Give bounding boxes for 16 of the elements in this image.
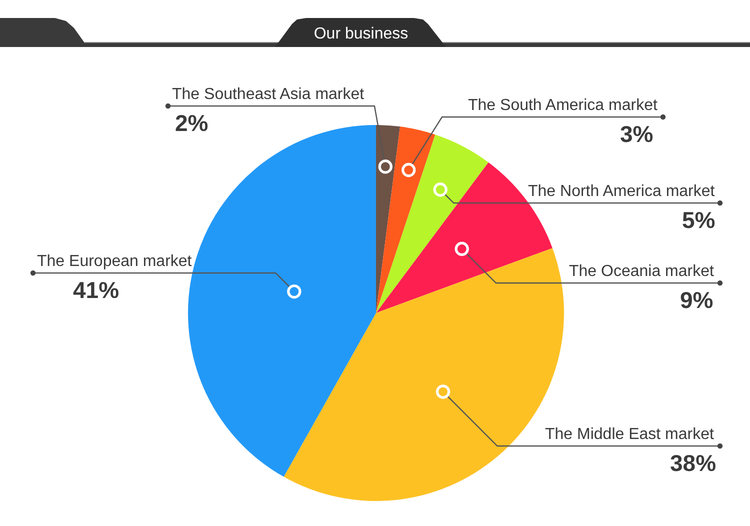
pie-slice: [376, 125, 400, 313]
data-label: 41%: [73, 277, 120, 303]
data-label: 5%: [682, 207, 716, 233]
pie-slice: [376, 134, 488, 313]
data-label: 38%: [670, 450, 716, 476]
slice-label: The Oceania market: [569, 263, 715, 280]
slice-label: The South America market: [468, 97, 658, 114]
data-label: 3%: [620, 121, 654, 147]
pie-slice: [376, 126, 436, 313]
data-label: 2%: [175, 110, 208, 136]
slice-label: The Middle East market: [545, 426, 715, 443]
slice-label: The North America market: [528, 183, 716, 200]
slice-label: The European market: [37, 253, 192, 270]
slice-label: The Southeast Asia market: [172, 86, 365, 103]
data-label: 9%: [680, 287, 714, 313]
chart-title: Our business: [314, 26, 408, 43]
